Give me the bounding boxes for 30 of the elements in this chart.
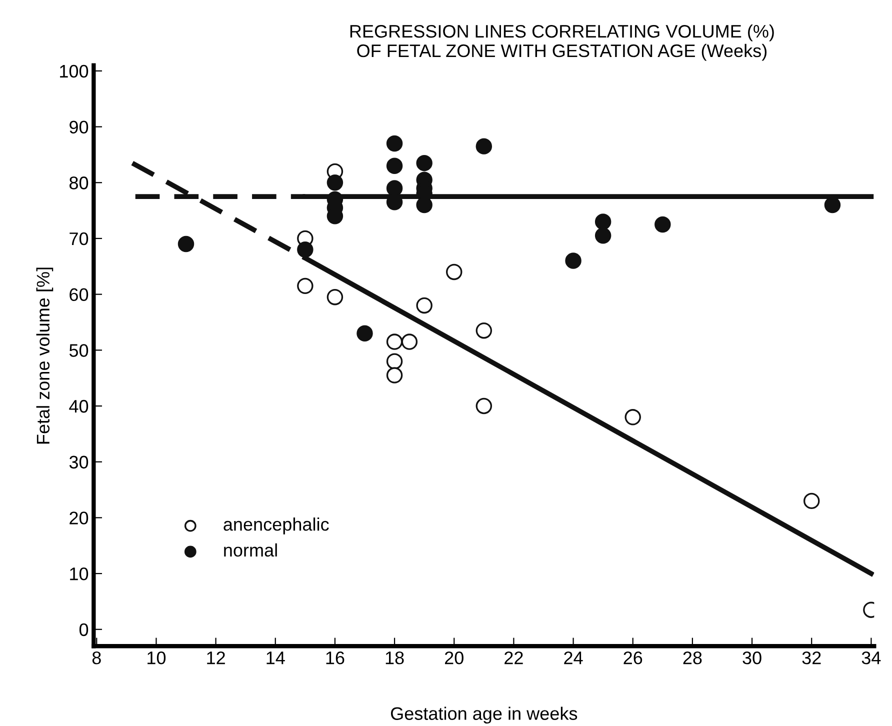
x-axis-title: Gestation age in weeks [390, 706, 578, 724]
x-tick-label: 22 [504, 651, 523, 664]
x-tick-label: 34 [862, 651, 881, 664]
y-tick-label: 90 [70, 120, 88, 134]
y-tick-label: 50 [69, 344, 88, 357]
y-tick-label: 0 [79, 623, 88, 636]
x-tick-label: 28 [683, 651, 702, 664]
legend-label: normal [224, 543, 277, 557]
y-tick-label: 10 [70, 567, 88, 580]
y-tick-label: 100 [60, 64, 88, 78]
x-tick-label: 16 [326, 651, 344, 664]
y-tick-label: 40 [69, 400, 88, 413]
x-tick-label: 14 [266, 652, 285, 664]
y-tick-label: 20 [70, 512, 88, 524]
legend-label: anencephalic [224, 518, 329, 534]
x-tick-label: 18 [386, 651, 404, 664]
x-tick-label: 20 [444, 651, 464, 664]
x-tick-label: 24 [564, 651, 583, 664]
y-tick-label: 70 [70, 232, 88, 246]
x-tick-label: 10 [148, 651, 166, 664]
y-axis-title: Fetal zone volume [%] [36, 268, 54, 444]
y-tick-label: 30 [69, 456, 88, 469]
x-tick-label: 32 [802, 651, 821, 664]
x-tick-label: 30 [742, 651, 762, 664]
chart-title: REGRESSION LINES CORRELATING VOLUME (%) OF FETAL ZONE WITH GESTATION AGE (Weeks) [350, 24, 774, 61]
y-tick-label: 80 [70, 176, 88, 190]
y-tick-label: 60 [70, 288, 88, 302]
x-tick-label: 12 [207, 651, 225, 664]
x-tick-label: 8 [92, 651, 101, 664]
x-tick-label: 26 [624, 651, 642, 664]
